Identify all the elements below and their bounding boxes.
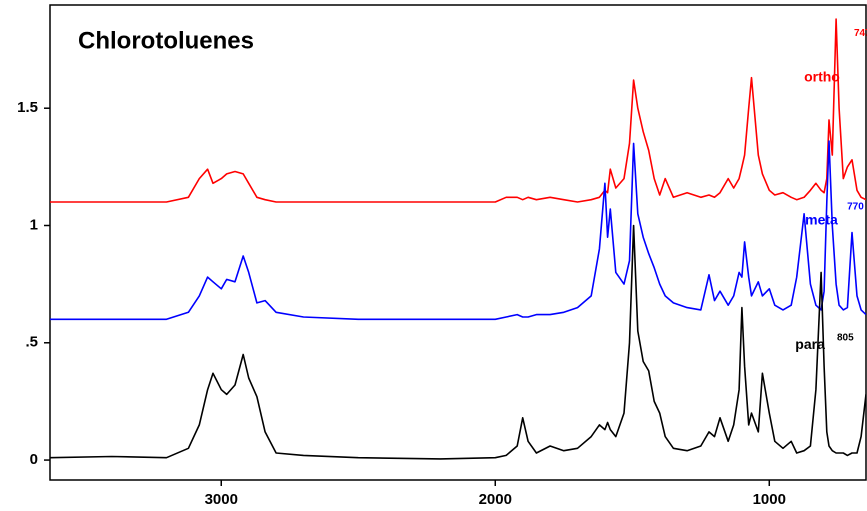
annotation: 805	[837, 333, 854, 344]
annotation: 770	[847, 201, 864, 212]
annotation: ortho	[804, 68, 840, 84]
y-tick-label: 1	[30, 216, 38, 233]
y-tick-label: 1.5	[17, 99, 38, 116]
spectrum-line	[50, 224, 866, 460]
y-tick-label: 0	[30, 451, 38, 468]
plot-frame	[49, 4, 867, 481]
y-tick-label: .5	[25, 334, 38, 351]
annotation: meta	[805, 212, 838, 228]
x-tick-label: 2000	[479, 491, 512, 508]
annotation: 747	[854, 28, 867, 39]
x-tick-label: 3000	[205, 491, 238, 508]
spectrum-line	[50, 140, 866, 321]
annotation: para	[795, 336, 825, 352]
chart-title: Chlorotoluenes	[78, 27, 254, 54]
x-tick-label: 1000	[753, 491, 786, 508]
spectrum-line	[50, 18, 866, 203]
